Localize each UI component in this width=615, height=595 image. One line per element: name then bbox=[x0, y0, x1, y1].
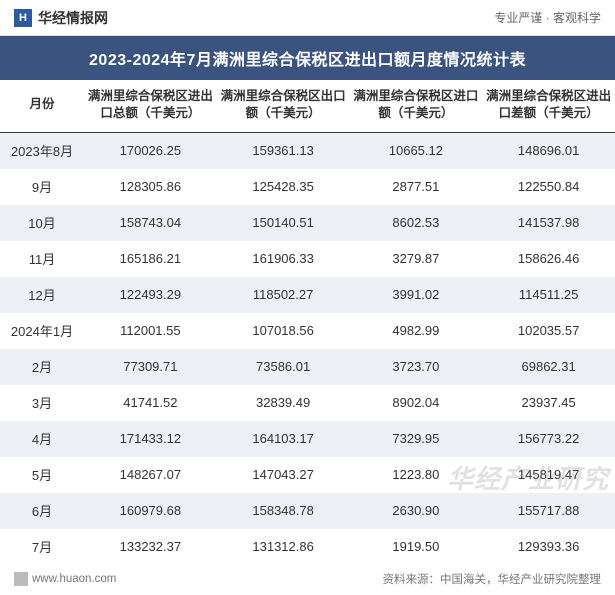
table-cell: 41741.52 bbox=[84, 385, 217, 421]
table-cell: 125428.35 bbox=[217, 169, 350, 205]
page-header: H 华经情报网 专业严谨 · 客观科学 bbox=[0, 0, 615, 36]
table-cell: 150140.51 bbox=[217, 205, 350, 241]
table-row: 11月165186.21161906.333279.87158626.46 bbox=[0, 241, 615, 277]
table-cell: 77309.71 bbox=[84, 349, 217, 385]
table-cell: 3279.87 bbox=[350, 241, 483, 277]
table-cell: 118502.27 bbox=[217, 277, 350, 313]
table-cell: 73586.01 bbox=[217, 349, 350, 385]
table-cell: 133232.37 bbox=[84, 529, 217, 565]
table-cell: 4982.99 bbox=[350, 313, 483, 349]
table-cell: 171433.12 bbox=[84, 421, 217, 457]
table-cell: 8602.53 bbox=[350, 205, 483, 241]
table-cell: 3月 bbox=[0, 385, 84, 421]
table-cell: 2023年8月 bbox=[0, 132, 84, 169]
footer-logo-icon bbox=[14, 572, 28, 586]
table-cell: 69862.31 bbox=[482, 349, 615, 385]
table-cell: 2月 bbox=[0, 349, 84, 385]
table-row: 5月148267.07147043.271223.80145819.47 bbox=[0, 457, 615, 493]
table-cell: 7329.95 bbox=[350, 421, 483, 457]
table-row: 10月158743.04150140.518602.53141537.98 bbox=[0, 205, 615, 241]
site-name: 华经情报网 bbox=[38, 8, 108, 28]
table-cell: 155717.88 bbox=[482, 493, 615, 529]
table-cell: 2024年1月 bbox=[0, 313, 84, 349]
data-table-wrap: 月份 满洲里综合保税区进出口总额（千美元） 满洲里综合保税区出口额（千美元） 满… bbox=[0, 80, 615, 565]
table-row: 2023年8月170026.25159361.1310665.12148696.… bbox=[0, 132, 615, 169]
table-cell: 158348.78 bbox=[217, 493, 350, 529]
table-cell: 158743.04 bbox=[84, 205, 217, 241]
table-row: 6月160979.68158348.782630.90155717.88 bbox=[0, 493, 615, 529]
table-cell: 114511.25 bbox=[482, 277, 615, 313]
table-row: 7月133232.37131312.861919.50129393.36 bbox=[0, 529, 615, 565]
col-header-import: 满洲里综合保税区进口额（千美元） bbox=[350, 80, 483, 132]
table-row: 3月41741.5232839.498902.0423937.45 bbox=[0, 385, 615, 421]
table-cell: 10月 bbox=[0, 205, 84, 241]
table-cell: 2630.90 bbox=[350, 493, 483, 529]
col-header-total: 满洲里综合保税区进出口总额（千美元） bbox=[84, 80, 217, 132]
table-cell: 7月 bbox=[0, 529, 84, 565]
col-header-diff: 满洲里综合保税区进出口差额（千美元） bbox=[482, 80, 615, 132]
table-cell: 145819.47 bbox=[482, 457, 615, 493]
table-cell: 129393.36 bbox=[482, 529, 615, 565]
table-cell: 164103.17 bbox=[217, 421, 350, 457]
footer-url: www.huaon.com bbox=[32, 573, 116, 585]
table-cell: 23937.45 bbox=[482, 385, 615, 421]
data-table: 月份 满洲里综合保税区进出口总额（千美元） 满洲里综合保税区出口额（千美元） 满… bbox=[0, 80, 615, 565]
table-cell: 8902.04 bbox=[350, 385, 483, 421]
table-cell: 128305.86 bbox=[84, 169, 217, 205]
table-cell: 170026.25 bbox=[84, 132, 217, 169]
table-cell: 2877.51 bbox=[350, 169, 483, 205]
footer-left: www.huaon.com bbox=[14, 572, 116, 586]
table-cell: 112001.55 bbox=[84, 313, 217, 349]
table-row: 2月77309.7173586.013723.7069862.31 bbox=[0, 349, 615, 385]
table-cell: 1223.80 bbox=[350, 457, 483, 493]
table-cell: 12月 bbox=[0, 277, 84, 313]
table-header-row: 月份 满洲里综合保税区进出口总额（千美元） 满洲里综合保税区出口额（千美元） 满… bbox=[0, 80, 615, 132]
table-cell: 102035.57 bbox=[482, 313, 615, 349]
table-cell: 9月 bbox=[0, 169, 84, 205]
table-cell: 11月 bbox=[0, 241, 84, 277]
table-cell: 5月 bbox=[0, 457, 84, 493]
table-cell: 156773.22 bbox=[482, 421, 615, 457]
page-footer: www.huaon.com 资料来源：中国海关，华经产业研究院整理 bbox=[0, 565, 615, 595]
table-cell: 148696.01 bbox=[482, 132, 615, 169]
table-cell: 158626.46 bbox=[482, 241, 615, 277]
table-cell: 107018.56 bbox=[217, 313, 350, 349]
table-cell: 148267.07 bbox=[84, 457, 217, 493]
tagline: 专业严谨 · 客观科学 bbox=[494, 9, 601, 26]
col-header-export: 满洲里综合保税区出口额（千美元） bbox=[217, 80, 350, 132]
table-cell: 161906.33 bbox=[217, 241, 350, 277]
table-row: 12月122493.29118502.273991.02114511.25 bbox=[0, 277, 615, 313]
table-cell: 3723.70 bbox=[350, 349, 483, 385]
table-body: 2023年8月170026.25159361.1310665.12148696.… bbox=[0, 132, 615, 565]
table-cell: 159361.13 bbox=[217, 132, 350, 169]
table-cell: 3991.02 bbox=[350, 277, 483, 313]
table-cell: 10665.12 bbox=[350, 132, 483, 169]
col-header-month: 月份 bbox=[0, 80, 84, 132]
table-cell: 165186.21 bbox=[84, 241, 217, 277]
table-title: 2023-2024年7月满洲里综合保税区进出口额月度情况统计表 bbox=[0, 36, 615, 80]
table-row: 2024年1月112001.55107018.564982.99102035.5… bbox=[0, 313, 615, 349]
table-cell: 160979.68 bbox=[84, 493, 217, 529]
footer-source: 资料来源：中国海关，华经产业研究院整理 bbox=[383, 571, 602, 587]
table-cell: 122493.29 bbox=[84, 277, 217, 313]
table-row: 9月128305.86125428.352877.51122550.84 bbox=[0, 169, 615, 205]
logo-icon: H bbox=[14, 9, 32, 27]
table-cell: 4月 bbox=[0, 421, 84, 457]
table-cell: 32839.49 bbox=[217, 385, 350, 421]
table-row: 4月171433.12164103.177329.95156773.22 bbox=[0, 421, 615, 457]
table-cell: 6月 bbox=[0, 493, 84, 529]
table-cell: 131312.86 bbox=[217, 529, 350, 565]
logo-section: H 华经情报网 bbox=[14, 8, 108, 28]
table-cell: 141537.98 bbox=[482, 205, 615, 241]
table-cell: 122550.84 bbox=[482, 169, 615, 205]
table-cell: 1919.50 bbox=[350, 529, 483, 565]
table-cell: 147043.27 bbox=[217, 457, 350, 493]
